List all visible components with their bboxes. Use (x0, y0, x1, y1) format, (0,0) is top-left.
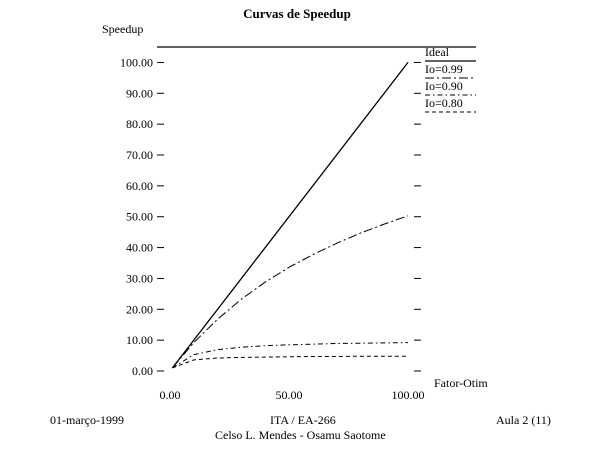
y-tick-label: 70.00 (126, 148, 153, 162)
y-tick-label: 20.00 (126, 302, 153, 316)
y-axis-ticks: 0.00 10.00 20.00 30.00 40.00 50.00 60.00 70.00 8… (120, 55, 421, 378)
legend-label-4: Io=0.80 (425, 96, 463, 110)
x-tick-label: 0.00 (160, 388, 181, 402)
legend: Ideal Io=0.99 Io=0.90 Io=0.80 (425, 45, 476, 113)
y-tick-label: 60.00 (126, 179, 153, 193)
x-tick-label: 50.00 (276, 388, 303, 402)
x-axis-label: Fator-Otim (434, 376, 488, 390)
y-tick-label: 50.00 (126, 210, 153, 224)
chart-title: Curvas de Speedup (243, 6, 351, 21)
y-tick-label: 0.00 (132, 364, 153, 378)
footer-lecture: Aula 2 (11) (496, 413, 551, 427)
y-tick-label: 100.00 (120, 55, 153, 69)
y-tick-label: 80.00 (126, 117, 153, 131)
footer-authors: Celso L. Mendes - Osamu Saotome (215, 428, 386, 442)
footer-course: ITA / EA-266 (270, 413, 336, 427)
series-line-3 (172, 342, 409, 369)
footer-date: 01-março-1999 (50, 413, 124, 427)
y-tick-label: 30.00 (126, 271, 153, 285)
y-axis-label: Speedup (102, 22, 143, 36)
x-axis-ticks: 0.00 50.00 100.00 (160, 388, 425, 402)
legend-label-2: Io=0.99 (425, 62, 463, 76)
series-line-4 (172, 355, 408, 369)
series-line-2 (172, 215, 409, 369)
y-tick-label: 10.00 (126, 333, 153, 347)
series-layer (171, 62, 409, 369)
legend-label-3: Io=0.90 (425, 79, 463, 93)
series-line-1 (171, 62, 409, 369)
legend-label-1: Ideal (425, 45, 450, 59)
x-tick-label: 100.00 (392, 388, 425, 402)
y-tick-label: 90.00 (126, 86, 153, 100)
y-tick-label: 40.00 (126, 241, 153, 255)
